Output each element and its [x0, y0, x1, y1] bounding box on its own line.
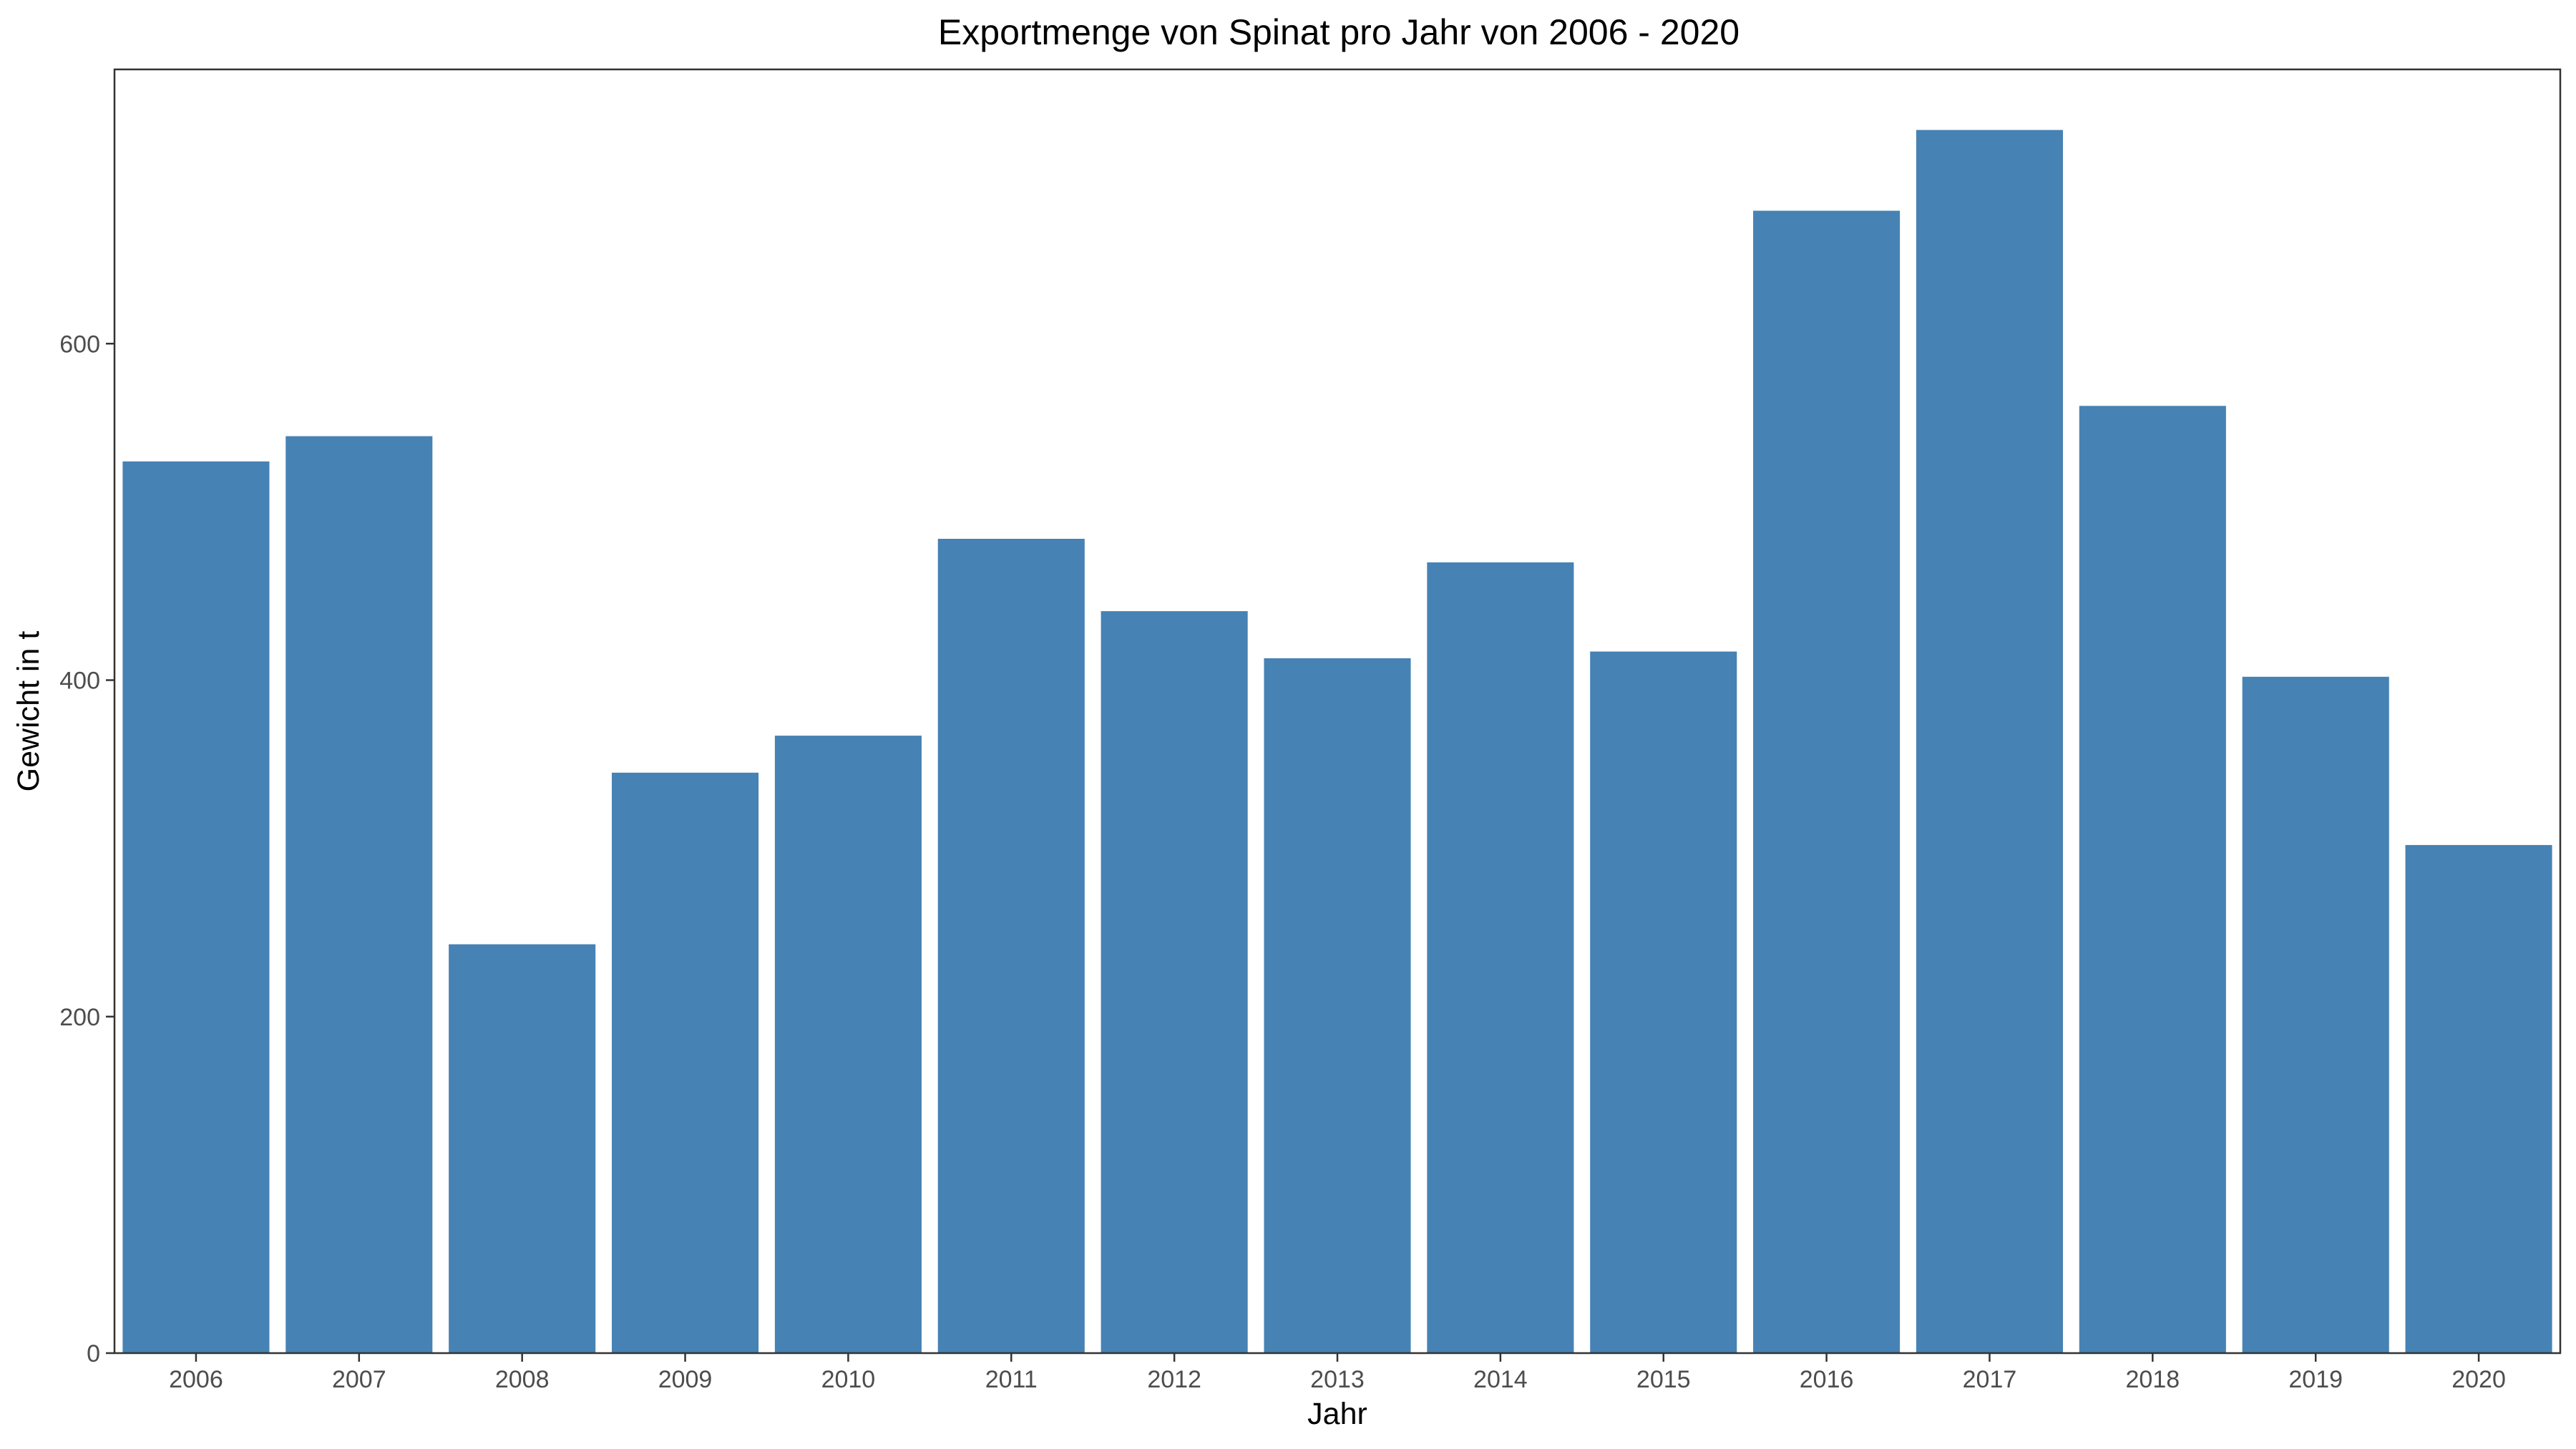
x-tick-label-2020: 2020 [2451, 1366, 2506, 1393]
chart-title: Exportmenge von Spinat pro Jahr von 2006… [938, 12, 1740, 52]
x-axis-title: Jahr [1307, 1397, 1367, 1431]
x-tick-label-2011: 2011 [985, 1366, 1038, 1393]
x-tick-label-2008: 2008 [495, 1366, 550, 1393]
bar-2017 [1916, 130, 2064, 1354]
bar-2009 [611, 772, 759, 1353]
bar-2014 [1427, 562, 1574, 1353]
x-tick-label-2014: 2014 [1473, 1366, 1528, 1393]
y-tick-label-200: 200 [59, 1004, 100, 1031]
bar-2016 [1753, 210, 1901, 1353]
bars-group [122, 130, 2552, 1354]
bar-2013 [1264, 658, 1411, 1353]
x-tick-label-2013: 2013 [1310, 1366, 1365, 1393]
bar-2012 [1101, 611, 1248, 1354]
bar-2011 [937, 538, 1085, 1354]
x-tick-label-2012: 2012 [1147, 1366, 1201, 1393]
x-axis: 2006 2007 2008 2009 2010 2011 2012 2013 2014 2015… [169, 1353, 2506, 1393]
bar-2019 [2242, 676, 2389, 1353]
x-tick-label-2015: 2015 [1636, 1366, 1691, 1393]
bar-2006 [122, 461, 270, 1353]
bar-2007 [286, 436, 433, 1353]
bar-2015 [1590, 651, 1737, 1353]
y-axis-title: Gewicht in t [11, 631, 46, 792]
x-tick-label-2010: 2010 [821, 1366, 876, 1393]
y-tick-label-600: 600 [59, 331, 100, 358]
x-tick-label-2006: 2006 [169, 1366, 223, 1393]
x-tick-label-2017: 2017 [1963, 1366, 2017, 1393]
x-tick-label-2009: 2009 [658, 1366, 713, 1393]
y-tick-label-0: 0 [87, 1340, 100, 1367]
bar-2010 [774, 736, 922, 1353]
y-tick-label-400: 400 [59, 668, 100, 695]
bar-2018 [2079, 406, 2226, 1353]
y-axis: 0 200 400 600 [59, 331, 114, 1367]
x-tick-label-2019: 2019 [2288, 1366, 2343, 1393]
bar-2008 [449, 944, 596, 1353]
bar-2020 [2405, 844, 2552, 1353]
x-tick-label-2018: 2018 [2126, 1366, 2180, 1393]
x-tick-label-2016: 2016 [1800, 1366, 1854, 1393]
x-tick-label-2007: 2007 [332, 1366, 386, 1393]
